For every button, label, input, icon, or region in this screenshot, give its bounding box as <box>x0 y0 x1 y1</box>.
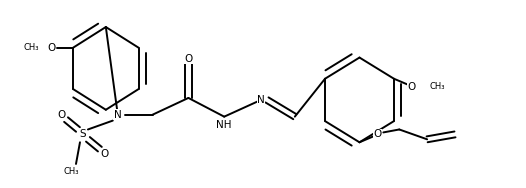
Text: O: O <box>184 54 193 64</box>
Text: O: O <box>373 129 381 139</box>
Text: O: O <box>100 149 109 159</box>
Text: CH₃: CH₃ <box>430 82 446 91</box>
Text: S: S <box>79 129 86 139</box>
Text: CH₃: CH₃ <box>24 43 39 52</box>
Text: O: O <box>408 82 416 92</box>
Text: N: N <box>257 95 265 105</box>
Text: O: O <box>47 43 55 53</box>
Text: CH₃: CH₃ <box>63 167 79 176</box>
Text: NH: NH <box>217 120 232 130</box>
Text: N: N <box>114 110 122 120</box>
Text: O: O <box>57 110 65 120</box>
